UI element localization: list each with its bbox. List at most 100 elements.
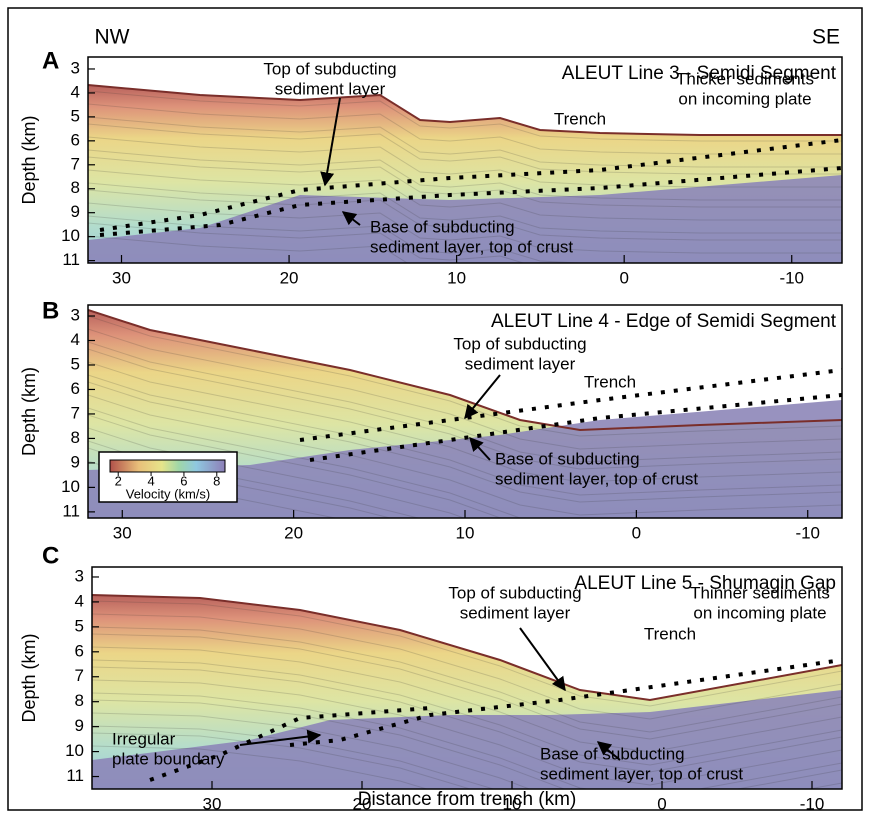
y-tick-label: 7 [71,403,80,422]
y-tick-label: 11 [66,766,84,785]
y-tick-label: 4 [75,591,84,610]
y-tick-label: 7 [75,666,84,685]
annotation: Top of subducting [453,334,586,353]
seismic-image [88,57,842,263]
y-axis-label: Depth (km) [19,633,39,722]
panel-frame [91,566,843,790]
y-tick-label: 5 [75,616,84,635]
reflector [92,613,842,720]
reflector [92,659,842,766]
reflector [88,328,842,450]
y-tick-label: 5 [71,106,80,125]
interpreted-horizon [289,658,842,747]
crust [88,175,842,263]
reflector [88,222,526,263]
reflector [92,666,842,773]
annotation: Irregular [112,729,176,748]
reflector [88,116,842,168]
y-tick-label: 10 [61,226,80,245]
reflector [92,725,496,789]
reflector [92,732,472,789]
reflector [92,712,842,789]
panel-frame [87,56,843,264]
colorbar [109,459,226,473]
x-tick-label: 30 [113,523,132,542]
reflector [88,407,842,518]
reflector [88,374,842,496]
reflector [88,202,842,254]
reflector [88,149,842,201]
annotation: sediment layer, top of crust [540,764,743,783]
reflector [88,90,842,142]
x-tick-label: 30 [112,268,131,287]
y-tick-label: 10 [61,477,80,496]
seafloor [92,594,842,702]
y-tick-label: 9 [71,452,80,471]
arrow [341,211,361,226]
reflector [88,215,591,263]
y-axis-label: Depth (km) [19,367,39,456]
annotation: Thicker sediments [676,69,814,88]
annotation: Base of subducting [495,449,640,468]
y-tick-label: 9 [71,202,80,221]
reflector [92,692,842,789]
annotation: sediment layer [460,603,571,622]
reflector [88,169,842,221]
panel-letter: B [42,297,59,324]
reflector [92,626,842,733]
interpreted-horizon [149,706,431,782]
annotation: sediment layer, top of crust [370,237,573,256]
panel: B ALEUT Line 4 - Edge of Semidi Segment De… [19,297,843,542]
reflector [88,381,842,503]
panel-title: ALEUT Line 5 - Shumagin Gap [574,573,836,594]
colorbar-tick-label: 8 [213,473,220,488]
annotation: sediment layer [275,79,386,98]
x-tick-label: 0 [619,268,628,287]
reflector [88,235,409,263]
y-tick-label: 6 [71,130,80,149]
annotation: sediment layer [465,354,576,373]
y-tick-label: 11 [62,250,80,269]
crust [92,690,842,789]
reflector [92,633,842,740]
panel-title: ALEUT Line 3 - Semidi Segment [562,63,837,84]
arrow [519,627,566,692]
x-tick-label: 20 [353,794,372,813]
reflector [88,348,842,470]
crust [88,400,842,518]
y-tick-label: 6 [75,641,84,660]
y-tick-label: 9 [75,716,84,735]
seafloor [88,84,842,136]
x-tick-label: 0 [657,794,666,813]
colorbar-tick-label: 6 [180,473,187,488]
reflector [88,123,842,175]
x-tick-label: 30 [203,794,222,813]
y-tick-label: 3 [75,566,84,585]
x-tick-label: 20 [280,268,299,287]
reflector [92,679,842,786]
y-tick-label: 5 [71,354,80,373]
annotation: on incoming plate [678,89,811,108]
y-tick-label: 4 [71,330,80,349]
reflector [88,103,842,155]
reflector [88,341,842,463]
panel-letter: A [42,47,59,74]
y-tick-label: 11 [62,501,80,520]
reflector [92,600,842,707]
y-tick-label: 3 [71,58,80,77]
seafloor [88,309,842,432]
x-tick-label: 10 [503,794,522,813]
panel-title: ALEUT Line 4 - Edge of Semidi Segment [491,311,837,332]
reflector [92,745,429,789]
annotation: Top of subducting [263,59,396,78]
y-axis-label: Depth (km) [19,115,39,204]
annotation: Base of subducting [370,217,515,236]
annotation: Top of subducting [448,583,581,602]
y-tick-label: 8 [71,428,80,447]
annotation: Trench [644,624,696,643]
panel-letter: C [42,542,59,569]
x-tick-label: 0 [632,523,641,542]
panel: A ALEUT Line 3 - Semidi Segment Depth (km)… [19,47,843,287]
reflector [88,394,842,516]
reflector [88,189,842,241]
